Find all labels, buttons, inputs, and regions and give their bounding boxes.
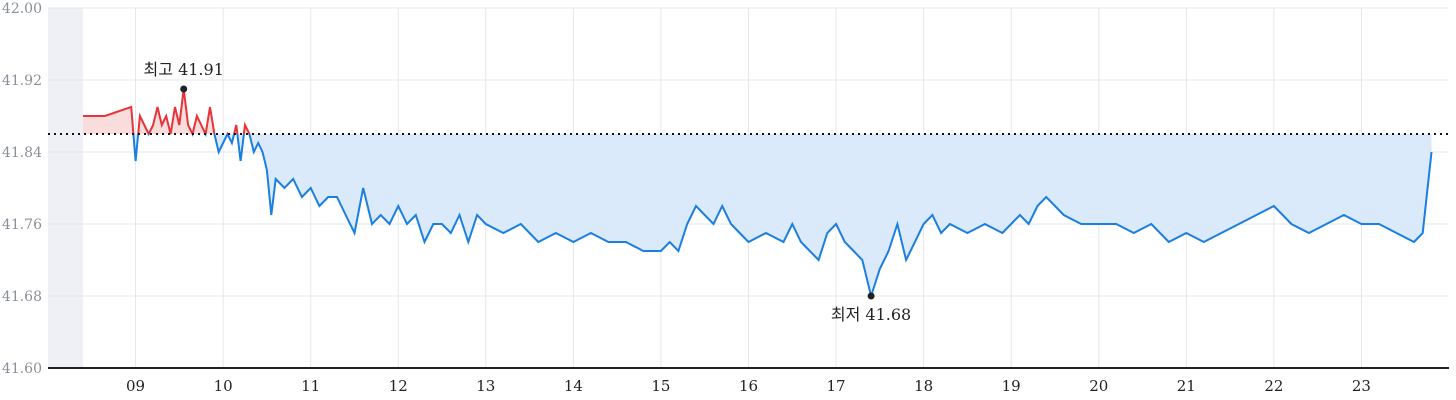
x-tick-label: 23: [1352, 377, 1371, 395]
x-tick-label: 14: [564, 377, 583, 395]
y-tick-label: 41.92: [2, 73, 42, 89]
y-tick-label: 41.84: [2, 145, 42, 161]
x-tick-label: 19: [1002, 377, 1021, 395]
x-tick-label: 22: [1264, 377, 1283, 395]
y-tick-label: 41.76: [2, 217, 42, 233]
x-tick-label: 11: [301, 377, 320, 395]
high-label: 최고 41.91: [144, 60, 224, 79]
y-tick-label: 41.68: [2, 289, 42, 305]
x-tick-label: 13: [476, 377, 495, 395]
pre-session-band: [48, 8, 84, 368]
x-tick-label: 10: [214, 377, 233, 395]
price-line-below-baseline: [132, 134, 1433, 300]
x-tick-label: 17: [827, 377, 846, 395]
x-axis-ticks: 09 10 11 12 13 14 15 16 17 18 19 20 21 22 23: [126, 377, 1371, 395]
y-tick-label: 41.60: [2, 361, 42, 377]
high-marker: [180, 85, 188, 93]
x-tick-label: 20: [1089, 377, 1108, 395]
x-tick-label: 12: [389, 377, 408, 395]
low-marker: [867, 292, 875, 300]
x-tick-label: 15: [651, 377, 670, 395]
area-below-baseline: [83, 134, 1432, 296]
x-tick-label: 16: [739, 377, 758, 395]
low-label: 최저 41.68: [831, 305, 911, 324]
y-axis-ticks: 41.60 41.68 41.76 41.84 41.92 42.00: [2, 1, 42, 377]
x-tick-label: 21: [1177, 377, 1196, 395]
x-tick-label: 09: [126, 377, 145, 395]
y-tick-label: 42.00: [2, 1, 42, 17]
x-tick-label: 18: [914, 377, 933, 395]
